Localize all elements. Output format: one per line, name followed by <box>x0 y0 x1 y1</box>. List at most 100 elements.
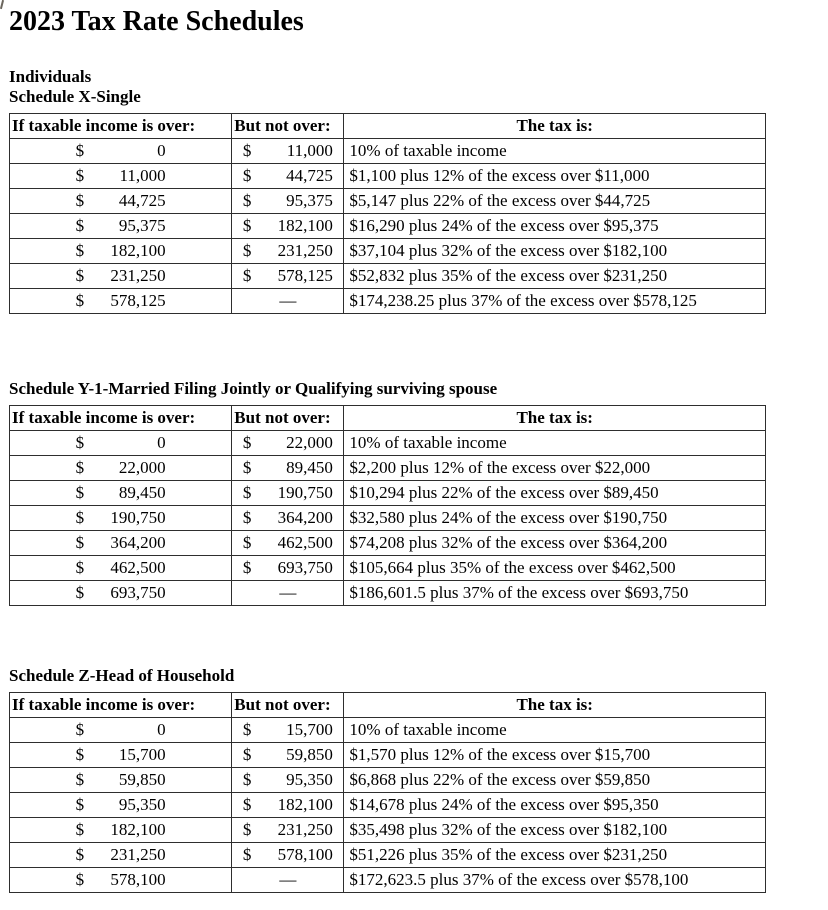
currency-symbol: $ <box>75 583 85 602</box>
cell-not-over: $462,500 <box>231 530 345 556</box>
cell-not-over: $11,000 <box>231 138 345 164</box>
currency-symbol: $ <box>242 191 252 210</box>
currency-symbol: $ <box>242 845 252 864</box>
cell-tax: $35,498 plus 32% of the excess over $182… <box>343 817 766 843</box>
currency-symbol: $ <box>242 216 252 235</box>
currency-symbol: $ <box>242 558 252 577</box>
amount: 182,100 <box>110 241 166 260</box>
cell-over: $0 <box>8 717 233 743</box>
table-row: $15,700 $59,850 $1,570 plus 12% of the exc… <box>8 742 766 768</box>
currency-symbol: $ <box>75 433 85 452</box>
amount: 578,100 <box>110 870 166 889</box>
cell-over: $462,500 <box>8 555 233 581</box>
table-row: $578,100— $172,623.5 plus 37% of the exce… <box>8 867 766 893</box>
amount: 364,200 <box>277 508 333 527</box>
currency-symbol: $ <box>75 795 85 814</box>
currency-symbol: $ <box>75 241 85 260</box>
currency-symbol: $ <box>242 770 252 789</box>
amount: 95,350 <box>118 795 166 814</box>
currency-symbol: $ <box>75 191 85 210</box>
cell-tax: $51,226 plus 35% of the excess over $231… <box>343 842 766 868</box>
table-row: $0 $15,700 10% of taxable income <box>8 717 766 743</box>
cell-over: $44,725 <box>8 188 233 214</box>
amount: 59,850 <box>286 745 333 764</box>
col-header-income-over: If taxable income is over: <box>8 405 233 431</box>
cell-not-over: $231,250 <box>231 817 345 843</box>
cell-not-over: $59,850 <box>231 742 345 768</box>
amount: 462,500 <box>110 558 166 577</box>
currency-symbol: $ <box>75 266 85 285</box>
table-row: $364,200 $462,500 $74,208 plus 32% of the … <box>8 530 766 556</box>
cell-tax: $2,200 plus 12% of the excess over $22,0… <box>343 455 766 481</box>
group-label: Individuals <box>9 67 92 86</box>
cell-over: $578,125 <box>8 288 233 314</box>
currency-symbol: $ <box>242 433 252 452</box>
cell-not-over: $182,100 <box>231 792 345 818</box>
col-header-income-over: If taxable income is over: <box>8 692 233 718</box>
col-header-the-tax-is: The tax is: <box>343 405 766 431</box>
cell-tax: $172,623.5 plus 37% of the excess over $… <box>343 867 766 893</box>
cell-over: $0 <box>8 138 233 164</box>
currency-symbol: $ <box>75 458 85 477</box>
amount: 95,375 <box>286 191 333 210</box>
col-header-income-over: If taxable income is over: <box>8 113 233 139</box>
amount: 59,850 <box>118 770 166 789</box>
table-row: $0 $11,000 10% of taxable income <box>8 138 766 164</box>
table-row: $95,375 $182,100 $16,290 plus 24% of the e… <box>8 213 766 239</box>
cell-tax: $37,104 plus 32% of the excess over $182… <box>343 238 766 264</box>
cell-over: $89,450 <box>8 480 233 506</box>
amount: 578,125 <box>110 291 166 310</box>
col-header-but-not-over: But not over: <box>231 113 345 139</box>
table-row: $95,350 $182,100 $14,678 plus 24% of the e… <box>8 792 766 818</box>
tax-table-x-single: If taxable income is over: But not over:… <box>8 113 766 314</box>
currency-symbol: $ <box>75 508 85 527</box>
amount: 89,450 <box>118 483 166 502</box>
amount: 15,700 <box>118 745 166 764</box>
cell-over: $182,100 <box>8 238 233 264</box>
table-row: $231,250 $578,100 $51,226 plus 35% of the … <box>8 842 766 868</box>
amount: 95,375 <box>118 216 166 235</box>
cell-over: $0 <box>8 430 233 456</box>
currency-symbol: $ <box>242 720 252 739</box>
amount: 44,725 <box>286 166 333 185</box>
currency-symbol: $ <box>242 241 252 260</box>
schedule-section-y1-married-joint: Schedule Y-1-Married Filing Jointly or Q… <box>8 379 828 606</box>
cell-tax: $32,580 plus 24% of the excess over $190… <box>343 505 766 531</box>
cell-tax: $74,208 plus 32% of the excess over $364… <box>343 530 766 556</box>
page-title: 2023 Tax Rate Schedules <box>9 6 304 37</box>
schedule-heading: Schedule Z-Head of Household <box>9 666 235 685</box>
cell-not-over: $578,125 <box>231 263 345 289</box>
amount: 693,750 <box>277 558 333 577</box>
amount: 231,250 <box>277 241 333 260</box>
cell-tax: $5,147 plus 22% of the excess over $44,7… <box>343 188 766 214</box>
currency-symbol: $ <box>242 166 252 185</box>
cell-tax: $16,290 plus 24% of the excess over $95,… <box>343 213 766 239</box>
cell-tax: $14,678 plus 24% of the excess over $95,… <box>343 792 766 818</box>
currency-symbol: $ <box>75 216 85 235</box>
currency-symbol: $ <box>242 795 252 814</box>
schedule-section-z-head-of-household: Schedule Z-Head of Household If taxable … <box>8 666 828 893</box>
cell-tax: $10,294 plus 22% of the excess over $89,… <box>343 480 766 506</box>
cell-tax: $6,868 plus 22% of the excess over $59,8… <box>343 767 766 793</box>
cell-not-over: $95,350 <box>231 767 345 793</box>
amount: 182,100 <box>277 216 333 235</box>
no-upper-limit-dash: — <box>231 867 345 893</box>
currency-symbol: $ <box>75 820 85 839</box>
amount: 89,450 <box>286 458 333 477</box>
cell-tax: $186,601.5 plus 37% of the excess over $… <box>343 580 766 606</box>
page-corner-artifact <box>0 0 5 10</box>
col-header-the-tax-is: The tax is: <box>343 113 766 139</box>
schedule-section-x-single: Schedule X-Single If taxable income is o… <box>8 87 828 314</box>
table-row: $190,750 $364,200 $32,580 plus 24% of the … <box>8 505 766 531</box>
amount: 231,250 <box>110 845 166 864</box>
cell-over: $22,000 <box>8 455 233 481</box>
currency-symbol: $ <box>75 166 85 185</box>
cell-over: $693,750 <box>8 580 233 606</box>
currency-symbol: $ <box>75 770 85 789</box>
currency-symbol: $ <box>75 533 85 552</box>
cell-over: $231,250 <box>8 263 233 289</box>
no-upper-limit-dash: — <box>231 288 345 314</box>
cell-tax: 10% of taxable income <box>343 717 766 743</box>
cell-over: $578,100 <box>8 867 233 893</box>
